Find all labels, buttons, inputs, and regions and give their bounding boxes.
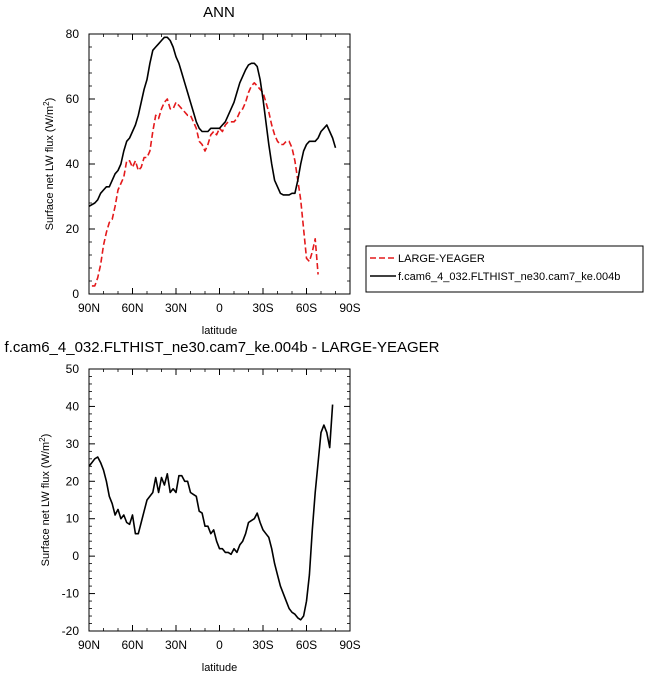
chart-top-xtick-label: 30S (252, 301, 273, 315)
chart-top-xtick-label: 30N (165, 301, 187, 315)
chart-bottom-series (88, 404, 334, 621)
chart-top-series-1-line (88, 36, 337, 207)
chart-bottom-title: f.cam6_4_032.FLTHIST_ne30.cam7_ke.004b -… (5, 339, 440, 356)
chart-bottom-ytick-label: -10 (62, 587, 80, 601)
chart-top-xtick-label: 0 (216, 301, 223, 315)
chart-bottom-xtick-label: 60N (121, 638, 143, 652)
legend-box (365, 245, 644, 293)
chart-bottom-ticks: 90N 60N 30N 0 30S 60S 90S -20 -10 0 10 20 30 40 50 (62, 362, 361, 652)
chart-bottom-xlabel: latitude (202, 662, 237, 674)
legend: LARGE-YEAGER f.cam6_4_032.FLTHIST_ne30.c… (365, 245, 644, 293)
chart-bottom: f.cam6_4_032.FLTHIST_ne30.cam7_ke.004b -… (5, 339, 440, 674)
chart-top-xlabel: latitude (202, 325, 237, 337)
legend-label-large-yeager: LARGE-YEAGER (398, 253, 485, 265)
chart-top-frame (88, 33, 351, 295)
chart-bottom-ytick-label: 0 (72, 549, 79, 563)
chart-top-ytick-label: 0 (72, 287, 79, 301)
chart-bottom-xtick-label: 30S (252, 638, 273, 652)
chart-top-xtick-label: 90N (78, 301, 100, 315)
chart-top: ANN 90N 60N 30N 0 30S 60S 90S 0 20 40 60 80 latitud… (42, 4, 361, 337)
chart-top-xtick-label: 60S (296, 301, 317, 315)
chart-top-series-0-line (91, 82, 319, 287)
chart-top-ytick-label: 40 (66, 157, 80, 171)
chart-bottom-ytick-label: 20 (66, 474, 80, 488)
chart-top-ytick-label: 60 (66, 92, 80, 106)
legend-label-cam6: f.cam6_4_032.FLTHIST_ne30.cam7_ke.004b (398, 271, 620, 283)
chart-top-ytick-label: 80 (66, 27, 80, 41)
chart-bottom-xtick-label: 60S (296, 638, 317, 652)
chart-top-series (88, 36, 337, 287)
chart-bottom-frame (88, 368, 351, 632)
chart-bottom-ytick-label: 40 (66, 399, 80, 413)
chart-top-title: ANN (203, 4, 235, 21)
chart-top-xtick-label: 90S (339, 301, 360, 315)
chart-bottom-ytick-label: 30 (66, 437, 80, 451)
chart-top-ticks: 90N 60N 30N 0 30S 60S 90S 0 20 40 60 80 (66, 27, 361, 315)
chart-top-xtick-label: 60N (121, 301, 143, 315)
chart-bottom-ytick-label: -20 (62, 624, 80, 638)
chart-bottom-ytick-label: 10 (66, 512, 80, 526)
chart-top-ylabel: Surface net LW flux (W/m2) (42, 98, 56, 231)
chart-bottom-xtick-label: 0 (216, 638, 223, 652)
chart-top-ytick-label: 20 (66, 222, 80, 236)
chart-bottom-xtick-label: 90S (339, 638, 360, 652)
chart-bottom-xtick-label: 90N (78, 638, 100, 652)
chart-bottom-xtick-label: 30N (165, 638, 187, 652)
chart-bottom-ytick-label: 50 (66, 362, 80, 376)
chart-bottom-ylabel: Surface net LW flux (W/m2) (38, 434, 52, 567)
chart-bottom-series-0-line (88, 404, 334, 621)
